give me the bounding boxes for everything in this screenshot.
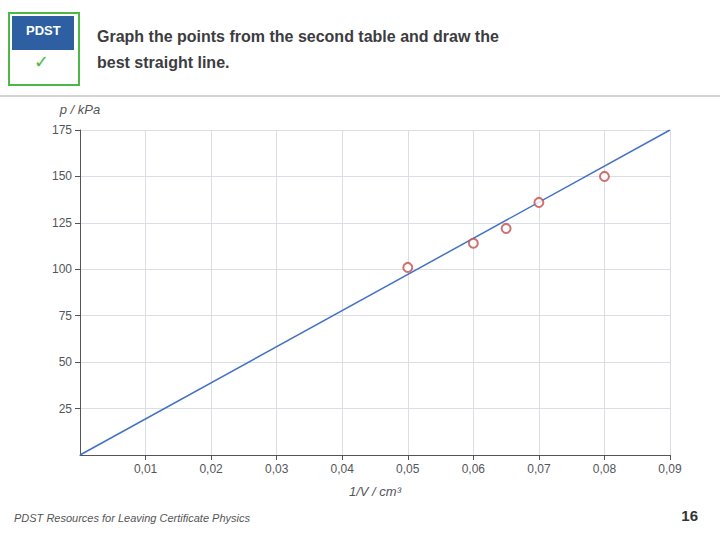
svg-text:0,06: 0,06	[462, 462, 486, 476]
svg-text:0,08: 0,08	[593, 462, 617, 476]
svg-text:PDST Resources for Leaving Cer: PDST Resources for Leaving Certificate P…	[14, 512, 250, 524]
svg-text:75: 75	[59, 309, 73, 323]
svg-text:0,02: 0,02	[199, 462, 223, 476]
svg-text:Graph the points from the seco: Graph the points from the second table a…	[97, 28, 499, 45]
svg-text:125: 125	[52, 216, 72, 230]
svg-text:0,05: 0,05	[396, 462, 420, 476]
svg-text:175: 175	[52, 123, 72, 137]
svg-text:100: 100	[52, 262, 72, 276]
svg-text:50: 50	[59, 355, 73, 369]
svg-text:✓: ✓	[34, 51, 49, 72]
svg-text:0,03: 0,03	[265, 462, 289, 476]
svg-text:25: 25	[59, 402, 73, 416]
svg-text:best straight line.: best straight line.	[97, 54, 229, 71]
svg-text:1/V / cm³: 1/V / cm³	[349, 484, 402, 499]
svg-text:0,07: 0,07	[527, 462, 551, 476]
svg-text:0,01: 0,01	[134, 462, 158, 476]
svg-text:150: 150	[52, 169, 72, 183]
svg-text:0,09: 0,09	[658, 462, 682, 476]
svg-text:16: 16	[681, 507, 698, 524]
svg-text:PDST: PDST	[26, 23, 61, 38]
svg-text:0,04: 0,04	[331, 462, 355, 476]
svg-text:p / kPa: p / kPa	[59, 102, 100, 117]
